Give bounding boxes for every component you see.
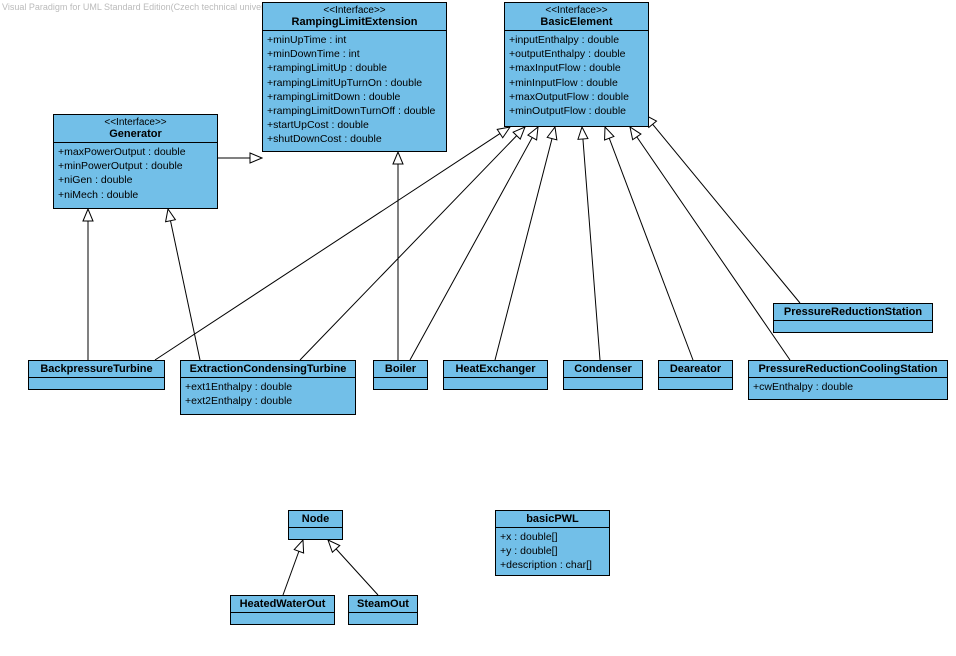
class-heated-water-out: HeatedWaterOut xyxy=(230,595,335,625)
class-deareator: Deareator xyxy=(658,360,733,390)
stereotype: <<Interface>> xyxy=(58,117,213,128)
class-name: Deareator xyxy=(663,363,728,375)
class-name: SteamOut xyxy=(353,598,413,610)
class-generator: <<Interface>> Generator +maxPowerOutput … xyxy=(53,114,218,209)
attribute: +rampingLimitUp : double xyxy=(267,61,442,75)
attribute: +minOutputFlow : double xyxy=(509,104,644,118)
attribute: +rampingLimitUpTurnOn : double xyxy=(267,76,442,90)
attribute: +outputEnthalpy : double xyxy=(509,47,644,61)
attr-list xyxy=(774,321,932,325)
attribute: +minInputFlow : double xyxy=(509,76,644,90)
class-basic-element: <<Interface>> BasicElement +inputEnthalp… xyxy=(504,2,649,127)
class-ramping-limit-extension: <<Interface>> RampingLimitExtension +min… xyxy=(262,2,447,152)
class-name: BasicElement xyxy=(509,16,644,28)
class-name: BackpressureTurbine xyxy=(33,363,160,375)
class-name: PressureReductionCoolingStation xyxy=(753,363,943,375)
class-name: ExtractionCondensingTurbine xyxy=(185,363,351,375)
class-heat-exchanger: HeatExchanger xyxy=(443,360,548,390)
class-boiler: Boiler xyxy=(373,360,428,390)
attribute: +maxOutputFlow : double xyxy=(509,90,644,104)
class-condenser: Condenser xyxy=(563,360,643,390)
class-pressure-reduction-cooling-station: PressureReductionCoolingStation +cwEntha… xyxy=(748,360,948,400)
attribute: +shutDownCost : double xyxy=(267,132,442,146)
attribute: +minPowerOutput : double xyxy=(58,159,213,173)
class-basic-pwl: basicPWL +x : double[]+y : double[]+desc… xyxy=(495,510,610,576)
stereotype: <<Interface>> xyxy=(509,5,644,16)
attr-list xyxy=(444,378,547,382)
attr-list xyxy=(564,378,642,382)
attribute: +description : char[] xyxy=(500,558,605,572)
class-node: Node xyxy=(288,510,343,540)
class-name: HeatedWaterOut xyxy=(235,598,330,610)
attribute: +cwEnthalpy : double xyxy=(753,380,943,394)
class-name: RampingLimitExtension xyxy=(267,16,442,28)
attr-list: +inputEnthalpy : double+outputEnthalpy :… xyxy=(505,31,648,120)
class-name: PressureReductionStation xyxy=(778,306,928,318)
class-steam-out: SteamOut xyxy=(348,595,418,625)
attribute: +rampingLimitDownTurnOff : double xyxy=(267,104,442,118)
class-name: Generator xyxy=(58,128,213,140)
attribute: +niGen : double xyxy=(58,173,213,187)
attribute: +maxPowerOutput : double xyxy=(58,145,213,159)
attribute: +ext1Enthalpy : double xyxy=(185,380,351,394)
class-backpressure-turbine: BackpressureTurbine xyxy=(28,360,165,390)
attr-list: +cwEnthalpy : double xyxy=(749,378,947,396)
attr-list xyxy=(289,528,342,532)
class-name: HeatExchanger xyxy=(448,363,543,375)
attribute: +ext2Enthalpy : double xyxy=(185,394,351,408)
attr-list xyxy=(659,378,732,382)
attribute: +maxInputFlow : double xyxy=(509,61,644,75)
attr-list xyxy=(374,378,427,382)
attribute: +minUpTime : int xyxy=(267,33,442,47)
attr-list: +x : double[]+y : double[]+description :… xyxy=(496,528,609,575)
attr-list xyxy=(349,613,417,617)
class-name: basicPWL xyxy=(500,513,605,525)
attr-list: +minUpTime : int+minDownTime : int+rampi… xyxy=(263,31,446,148)
attribute: +minDownTime : int xyxy=(267,47,442,61)
attribute: +rampingLimitDown : double xyxy=(267,90,442,104)
attribute: +inputEnthalpy : double xyxy=(509,33,644,47)
attr-list xyxy=(231,613,334,617)
attr-list xyxy=(29,378,164,382)
stereotype: <<Interface>> xyxy=(267,5,442,16)
attr-list: +maxPowerOutput : double+minPowerOutput … xyxy=(54,143,217,204)
attribute: +y : double[] xyxy=(500,544,605,558)
class-pressure-reduction-station: PressureReductionStation xyxy=(773,303,933,333)
class-extraction-condensing-turbine: ExtractionCondensingTurbine +ext1Enthalp… xyxy=(180,360,356,415)
class-name: Boiler xyxy=(378,363,423,375)
attr-list: +ext1Enthalpy : double+ext2Enthalpy : do… xyxy=(181,378,355,410)
attribute: +startUpCost : double xyxy=(267,118,442,132)
class-name: Node xyxy=(293,513,338,525)
attribute: +x : double[] xyxy=(500,530,605,544)
class-name: Condenser xyxy=(568,363,638,375)
attribute: +niMech : double xyxy=(58,188,213,202)
